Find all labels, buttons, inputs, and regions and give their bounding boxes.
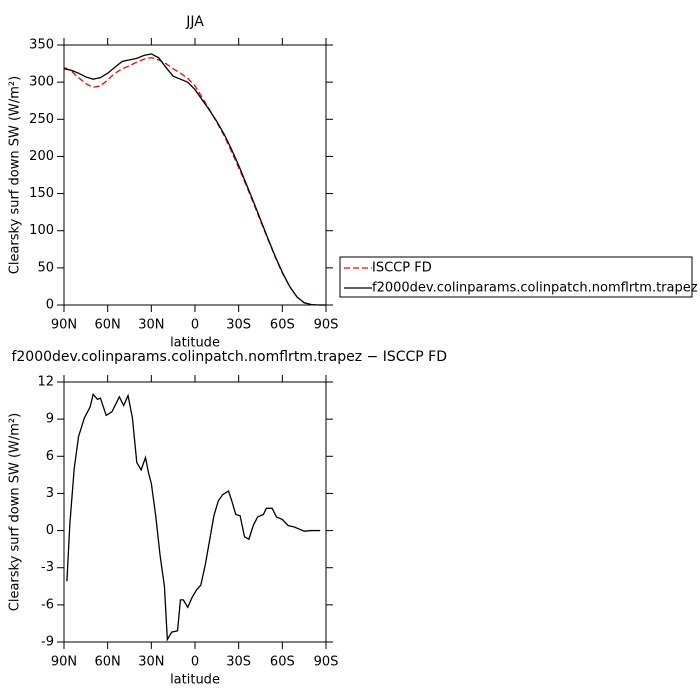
data-line — [66, 393, 321, 642]
legend-label: f2000dev.colinparams.colinpatch.nomflrtm… — [372, 281, 698, 296]
x-tick-label: 60S — [270, 318, 295, 333]
y-tick-label: 200 — [29, 149, 54, 164]
x-tick-label: 90N — [51, 318, 77, 333]
x-tick-label: 60N — [95, 655, 121, 670]
x-tick-label: 90S — [314, 655, 339, 670]
y-tick-label: 3 — [46, 486, 54, 501]
y-tick-label: 0 — [46, 523, 54, 538]
x-tick-label: 30S — [226, 318, 251, 333]
plot-frame — [63, 381, 327, 643]
x-tick-label: 90S — [314, 318, 339, 333]
y-axis-label: Clearsky surf down SW (W/m²) — [8, 413, 23, 611]
y-tick-label: -9 — [41, 635, 54, 650]
x-tick-label: 60S — [270, 655, 295, 670]
y-tick-label: 350 — [29, 38, 54, 53]
x-tick-label: 60N — [95, 318, 121, 333]
x-tick-label: 30N — [138, 655, 164, 670]
y-tick-label: 150 — [29, 186, 54, 201]
y-tick-label: 6 — [46, 449, 54, 464]
y-tick-label: 0 — [46, 298, 54, 313]
x-tick-label: 0 — [191, 655, 199, 670]
chart-title: JJA — [185, 14, 204, 30]
x-tick-label: 90N — [51, 655, 77, 670]
y-tick-label: 9 — [46, 412, 54, 427]
x-axis-label: latitude — [170, 673, 220, 688]
x-tick-label: 30S — [226, 655, 251, 670]
data-line — [63, 53, 326, 306]
legend-label: ISCCP FD — [372, 261, 432, 276]
y-tick-label: 50 — [37, 260, 54, 275]
y-tick-label: 300 — [29, 75, 54, 90]
legend-box — [339, 256, 693, 298]
y-tick-label: 250 — [29, 112, 54, 127]
x-axis-label: latitude — [170, 336, 220, 351]
y-tick-label: 100 — [29, 223, 54, 238]
chart-title: f2000dev.colinparams.colinpatch.nomflrtm… — [11, 349, 447, 365]
x-tick-label: 30N — [138, 318, 164, 333]
y-tick-label: 12 — [37, 375, 54, 390]
data-line — [63, 56, 326, 306]
y-tick-label: -6 — [41, 597, 54, 612]
y-axis-label: Clearsky surf down SW (W/m²) — [8, 76, 23, 274]
y-tick-label: -3 — [41, 560, 54, 575]
x-tick-label: 0 — [191, 318, 199, 333]
